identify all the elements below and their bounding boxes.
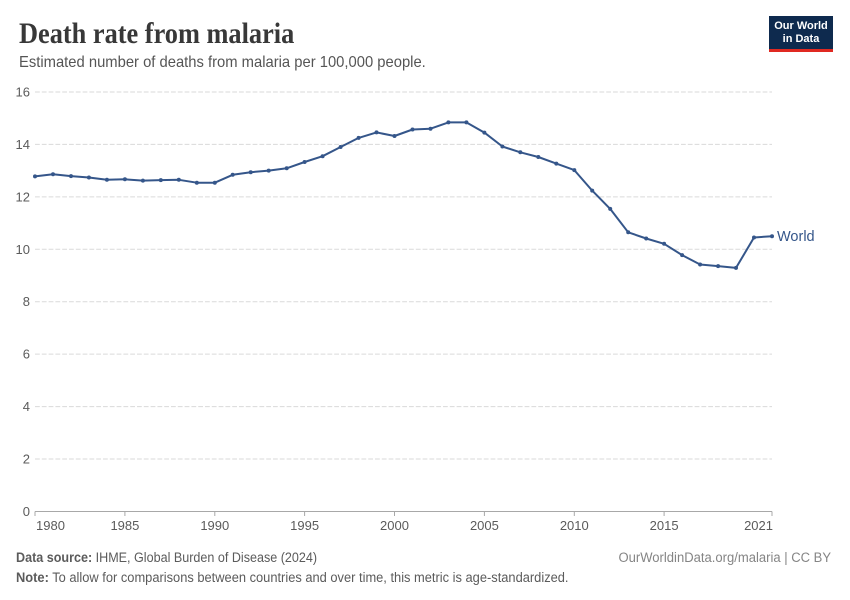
svg-text:1995: 1995 <box>290 518 319 533</box>
svg-text:10: 10 <box>16 242 30 257</box>
svg-text:2021: 2021 <box>744 518 773 533</box>
svg-text:1985: 1985 <box>110 518 139 533</box>
svg-text:0: 0 <box>23 504 30 519</box>
svg-text:1990: 1990 <box>200 518 229 533</box>
svg-text:World: World <box>777 229 815 245</box>
svg-text:8: 8 <box>23 294 30 309</box>
svg-text:2015: 2015 <box>650 518 679 533</box>
svg-text:6: 6 <box>23 347 30 362</box>
svg-text:2010: 2010 <box>560 518 589 533</box>
svg-text:16: 16 <box>16 85 30 100</box>
svg-text:4: 4 <box>23 399 30 414</box>
svg-text:12: 12 <box>16 189 30 204</box>
svg-text:1980: 1980 <box>36 518 65 533</box>
svg-text:14: 14 <box>16 137 30 152</box>
svg-text:2005: 2005 <box>470 518 499 533</box>
svg-text:2: 2 <box>23 452 30 467</box>
svg-text:2000: 2000 <box>380 518 409 533</box>
